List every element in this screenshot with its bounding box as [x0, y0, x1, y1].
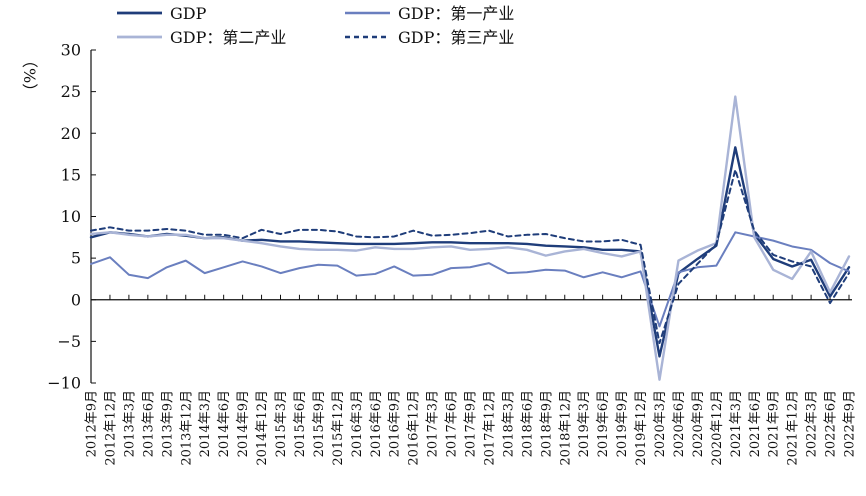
x-tick-label: 2013年6月: [141, 390, 156, 457]
x-tick-label: 2022年6月: [824, 390, 839, 457]
x-tick-label: 2020年6月: [672, 390, 687, 457]
x-tick-label: 2013年3月: [122, 390, 137, 457]
series-lines: [89, 95, 851, 381]
x-tick-label: 2015年3月: [274, 390, 289, 457]
legend-label-2: GDP：第二产业: [170, 28, 286, 47]
x-tick-label: 2014年9月: [236, 390, 251, 457]
y-tick-label: 30: [61, 41, 81, 60]
x-tick-label: 2019年9月: [615, 390, 630, 457]
x-tick-label: 2019年3月: [577, 390, 592, 457]
x-tick-label: 2020年9月: [691, 390, 706, 457]
x-tick-label: 2012年12月: [103, 390, 118, 466]
series-line-2: [89, 95, 851, 381]
y-tick-label: 25: [61, 82, 81, 101]
x-tick-label: 2017年12月: [482, 390, 497, 466]
y-tick-label: 0: [71, 290, 81, 309]
y-tick-label: 20: [61, 124, 81, 143]
x-tick-label: 2021年9月: [767, 390, 782, 457]
legend-label-0: GDP: [170, 4, 207, 23]
y-axis-ticks: −10 −5 0 5 10 15 20 25 30: [47, 41, 96, 393]
legend: GDP GDP：第一产业 GDP：第二产业 GDP：第三产业: [117, 4, 514, 47]
x-tick-label: 2019年6月: [596, 390, 611, 457]
x-tick-label: 2016年12月: [407, 390, 422, 466]
legend-label-3: GDP：第三产业: [398, 28, 514, 47]
x-tick-label: 2017年9月: [464, 390, 479, 457]
legend-label-1: GDP：第一产业: [398, 4, 514, 23]
x-tick-label: 2017年6月: [445, 390, 460, 457]
y-axis-label: （%）: [20, 52, 39, 99]
x-tick-label: 2021年12月: [786, 390, 801, 466]
x-tick-label: 2020年3月: [653, 390, 668, 457]
x-tick-label: 2021年3月: [729, 390, 744, 457]
x-tick-label: 2014年12月: [255, 390, 270, 466]
x-tick-label: 2013年12月: [179, 390, 194, 466]
x-axis-ticks: 2012年9月 2012年12月 2013年3月 2013年6月 2013年9月 2013…: [85, 294, 858, 466]
x-tick-label: 2016年9月: [388, 390, 403, 457]
series-line-0: [89, 146, 851, 358]
x-tick-label: 2018年12月: [558, 390, 573, 466]
x-tick-label: 2018年3月: [501, 390, 516, 457]
x-tick-label: 2022年3月: [805, 390, 820, 457]
y-tick-label: 5: [71, 249, 81, 268]
x-tick-label: 2014年3月: [198, 390, 213, 457]
y-tick-label: 10: [61, 207, 81, 226]
x-tick-label: 2017年3月: [426, 390, 441, 457]
y-tick-label: −10: [47, 374, 81, 393]
series-line-1: [90, 231, 850, 328]
x-tick-label: 2019年12月: [634, 390, 649, 466]
x-tick-label: 2018年9月: [539, 390, 554, 457]
x-tick-label: 2018年6月: [520, 390, 535, 457]
x-tick-label: 2014年6月: [217, 390, 232, 457]
x-tick-label: 2015年6月: [293, 390, 308, 457]
x-tick-label: 2015年9月: [312, 390, 327, 457]
x-tick-label: 2016年3月: [350, 390, 365, 457]
y-tick-label: 15: [61, 165, 81, 184]
x-tick-label: 2015年12月: [331, 390, 346, 466]
x-tick-label: 2020年12月: [710, 390, 725, 466]
y-tick-label: −5: [57, 332, 81, 351]
series-line-3: [90, 168, 850, 345]
x-tick-label: 2021年6月: [748, 390, 763, 457]
x-tick-label: 2022年9月: [843, 390, 858, 457]
x-tick-label: 2013年9月: [160, 390, 175, 457]
x-tick-label: 2012年9月: [85, 390, 100, 457]
y-axis-label-group: （%）: [20, 52, 39, 99]
x-tick-label: 2016年6月: [369, 390, 384, 457]
axes: [90, 50, 852, 383]
